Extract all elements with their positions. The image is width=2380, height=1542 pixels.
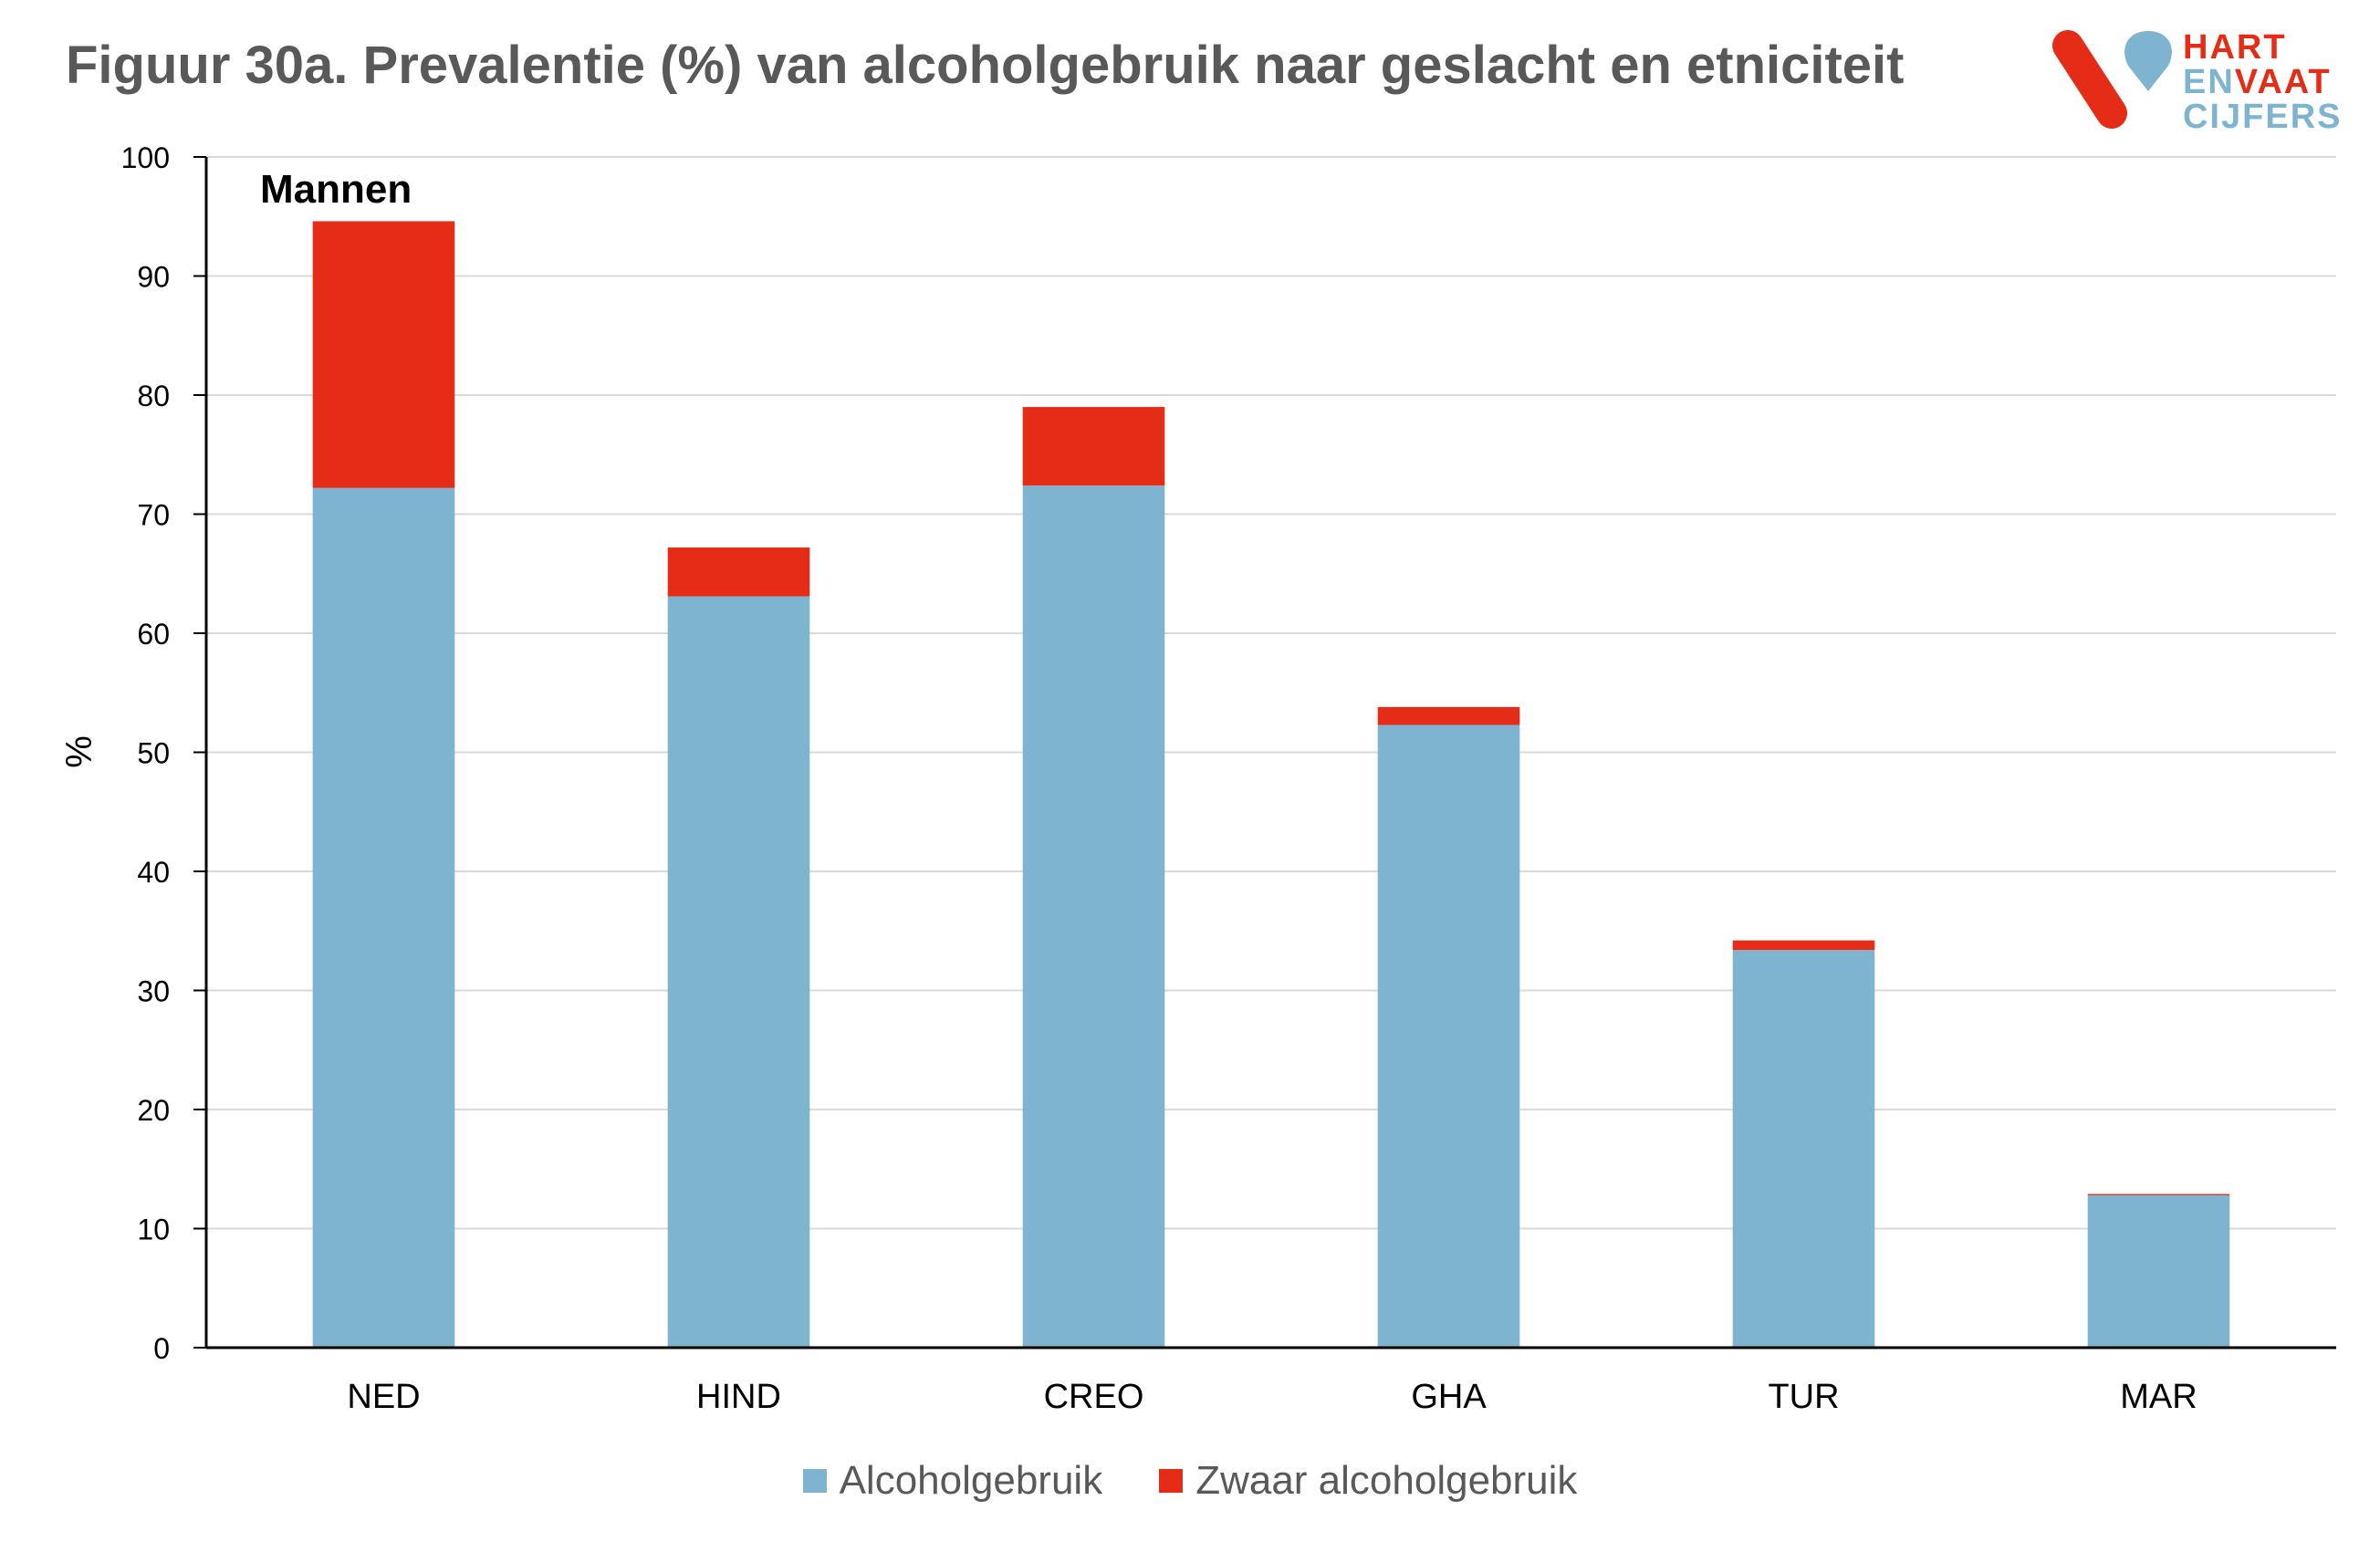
bars <box>312 221 2230 1348</box>
logo-text-en-vaat: ENVAAT <box>2183 64 2332 100</box>
bar-zwaar-alcoholgebruik-creo <box>1022 407 1165 486</box>
y-tick-label: 80 <box>137 380 170 412</box>
y-tick-label: 40 <box>137 856 170 889</box>
legend-swatch <box>802 1469 827 1493</box>
legend-label: Zwaar alcoholgebruik <box>1195 1458 1578 1503</box>
y-axis-label: % <box>59 735 99 768</box>
y-tick-label: 10 <box>137 1214 170 1246</box>
x-tick-label: GHA <box>1411 1378 1487 1416</box>
bar-alcoholgebruik-ned <box>312 487 455 1348</box>
y-tick-label: 0 <box>153 1332 170 1365</box>
y-tick-label: 20 <box>137 1094 170 1127</box>
y-tick-label: 50 <box>137 737 170 770</box>
legend-item: Alcoholgebruik <box>802 1458 1103 1504</box>
bar-alcoholgebruik-hind <box>667 596 810 1348</box>
hart-en-vaat-cijfers-logo: HART ENVAAT CIJFERS <box>2044 26 2354 135</box>
legend-item: Zwaar alcoholgebruik <box>1159 1458 1577 1504</box>
y-tick-label: 30 <box>137 975 170 1008</box>
bar-alcoholgebruik-mar <box>2087 1194 2230 1348</box>
x-tick-label: MAR <box>2120 1378 2197 1416</box>
legend-label: Alcoholgebruik <box>839 1458 1103 1503</box>
bar-alcoholgebruik-tur <box>1732 950 1875 1348</box>
axes: 0 10 20 30 40 50 60 70 80 90 100 NED HIND CREO GHA TUR M… <box>121 141 2336 1416</box>
bar-zwaar-alcoholgebruik-ned <box>312 221 455 488</box>
legend-swatch <box>1159 1469 1184 1493</box>
x-tick-label: HIND <box>696 1378 781 1416</box>
logo-text-en: EN <box>2183 63 2235 101</box>
bar-alcoholgebruik-creo <box>1022 485 1165 1348</box>
bar-zwaar-alcoholgebruik-mar <box>2087 1193 2230 1195</box>
panel-label: Mannen <box>260 167 412 212</box>
x-tick-label: NED <box>347 1378 420 1416</box>
bar-zwaar-alcoholgebruik-hind <box>667 547 810 597</box>
y-tick-label: 60 <box>137 618 170 651</box>
bar-zwaar-alcoholgebruik-gha <box>1377 706 1520 725</box>
chart-title: Figuur 30a. Prevalentie (%) van alcoholg… <box>66 36 1905 95</box>
y-tick-label: 100 <box>121 141 170 174</box>
x-tick-label: CREO <box>1044 1378 1144 1416</box>
heart-vessel-logo-icon <box>2052 30 2172 129</box>
y-tick-label: 70 <box>137 499 170 532</box>
bar-zwaar-alcoholgebruik-tur <box>1732 940 1875 951</box>
gridlines <box>206 156 2336 1230</box>
y-tick-label: 90 <box>137 261 170 294</box>
logo-text-cijfers: CIJFERS <box>2183 98 2343 136</box>
bar-alcoholgebruik-gha <box>1377 724 1520 1348</box>
legend: Alcoholgebruik Zwaar alcoholgebruik <box>0 1458 2380 1504</box>
x-tick-label: TUR <box>1768 1378 1839 1416</box>
logo-text-vaat: VAAT <box>2234 63 2332 101</box>
logo-text-hart: HART <box>2183 28 2287 67</box>
